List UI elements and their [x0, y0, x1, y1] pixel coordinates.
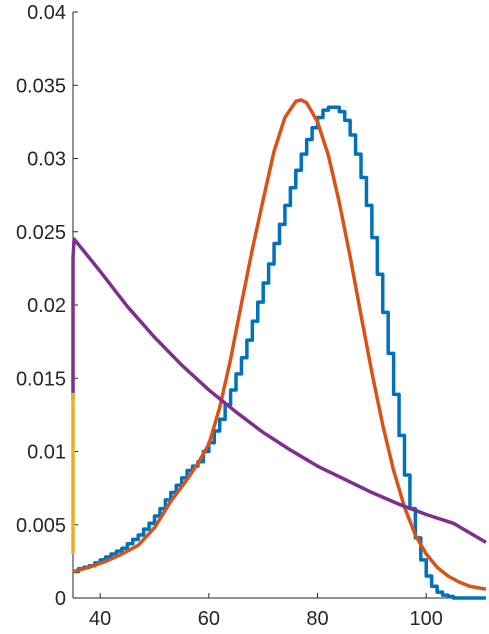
y-tick-label: 0.01 — [27, 442, 66, 464]
x-tick-label: 40 — [89, 608, 111, 630]
series-line-1 — [73, 105, 486, 600]
y-tick-label: 0.035 — [16, 75, 66, 97]
x-tick-label: 60 — [198, 608, 220, 630]
y-tick-label: 0.005 — [16, 515, 66, 537]
series-layer — [71, 98, 487, 600]
series-line-2 — [72, 98, 487, 591]
y-tick-label: 0.03 — [27, 149, 66, 171]
x-tick-label: 80 — [306, 608, 328, 630]
axes: 0 0.005 0.01 0.015 0.02 0.025 0.03 0.035 0.04 40 6… — [16, 2, 486, 630]
x-tick-label: 100 — [410, 608, 443, 630]
y-tick-label: 0.04 — [27, 2, 66, 24]
y-tick-label: 0.025 — [16, 222, 66, 244]
y-tick-label: 0 — [55, 588, 66, 610]
y-tick-label: 0.02 — [27, 295, 66, 317]
y-tick-label: 0.015 — [16, 368, 66, 390]
series-line-3 — [71, 237, 487, 544]
